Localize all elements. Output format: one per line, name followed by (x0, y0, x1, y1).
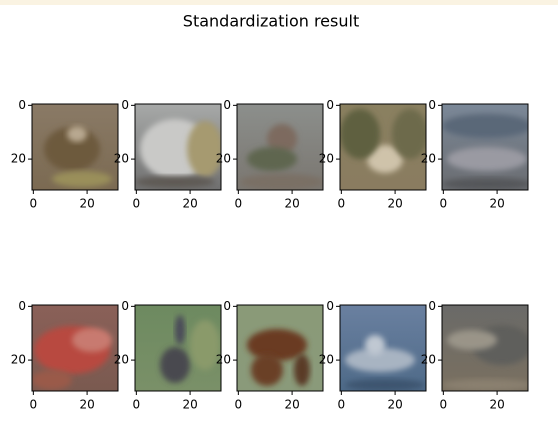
x-tick-label: 0 (440, 398, 448, 412)
image-panel (340, 104, 426, 190)
image-panel (442, 305, 528, 391)
image-blob (367, 145, 403, 173)
y-tick-label: 20 (216, 152, 231, 166)
image-blob (190, 320, 220, 370)
x-tick-label: 20 (489, 398, 504, 412)
image-blob (365, 335, 385, 355)
axes-frame (339, 103, 427, 191)
image-blob (247, 147, 297, 171)
image-blob (67, 126, 87, 142)
x-tick-label: 20 (182, 197, 197, 211)
image-blob (345, 348, 415, 372)
x-tick-label: 0 (235, 398, 243, 412)
image-blob (442, 114, 528, 138)
y-tick-label: 20 (421, 152, 436, 166)
image-blob (447, 330, 497, 350)
x-tick-label: 0 (30, 398, 38, 412)
y-tick-label: 0 (428, 98, 436, 112)
x-tick-label: 20 (387, 197, 402, 211)
image-blob (340, 109, 380, 159)
image-panel (237, 305, 323, 391)
y-tick-label: 20 (11, 353, 26, 367)
x-tick-label: 0 (440, 197, 448, 211)
y-tick-label: 0 (121, 98, 129, 112)
image-blob (345, 379, 425, 391)
y-tick-label: 0 (18, 299, 26, 313)
x-tick-label: 0 (133, 197, 141, 211)
image-panel (32, 305, 118, 391)
x-tick-label: 0 (30, 197, 38, 211)
y-tick-label: 20 (114, 353, 129, 367)
image-blob (442, 379, 528, 391)
image-blob (251, 354, 283, 386)
y-tick-label: 20 (216, 353, 231, 367)
x-tick-label: 20 (489, 197, 504, 211)
x-tick-label: 20 (284, 398, 299, 412)
y-tick-label: 0 (326, 299, 334, 313)
image-blob (247, 329, 307, 361)
y-tick-label: 0 (428, 299, 436, 313)
y-tick-label: 0 (223, 299, 231, 313)
image-panel (32, 104, 118, 190)
image-blob (52, 171, 112, 187)
image-blob (175, 315, 185, 345)
y-tick-label: 20 (319, 353, 334, 367)
x-tick-label: 20 (79, 197, 94, 211)
x-tick-label: 20 (284, 197, 299, 211)
image-panel (442, 104, 528, 190)
image-blob (72, 328, 112, 352)
image-blob (294, 354, 310, 386)
x-tick-label: 20 (182, 398, 197, 412)
axes-frame (134, 304, 222, 392)
x-tick-label: 20 (387, 398, 402, 412)
image-blob (135, 176, 215, 188)
axes-frame (236, 304, 324, 392)
x-tick-label: 0 (338, 398, 346, 412)
axes-frame (441, 103, 529, 191)
top-strip (0, 0, 558, 5)
figure-title: Standardization result (183, 12, 359, 31)
axes-frame (134, 103, 222, 191)
y-tick-label: 0 (121, 299, 129, 313)
image-blob (32, 370, 72, 390)
axes-frame (339, 304, 427, 392)
image-panel (135, 305, 221, 391)
y-tick-label: 0 (326, 98, 334, 112)
y-tick-label: 20 (319, 152, 334, 166)
x-tick-label: 0 (133, 398, 141, 412)
axes-frame (31, 304, 119, 392)
image-blob (44, 127, 100, 171)
axes-frame (236, 103, 324, 191)
image-panel (237, 104, 323, 190)
image-blob (240, 174, 323, 190)
y-tick-label: 0 (18, 98, 26, 112)
image-panel (340, 305, 426, 391)
image-blob (267, 124, 297, 154)
x-tick-label: 0 (338, 197, 346, 211)
x-tick-label: 20 (79, 398, 94, 412)
y-tick-label: 20 (421, 353, 436, 367)
x-tick-label: 0 (235, 197, 243, 211)
image-blob (160, 347, 190, 383)
image-blob (187, 121, 221, 177)
y-tick-label: 0 (223, 98, 231, 112)
axes-frame (441, 304, 529, 392)
axes-frame (31, 103, 119, 191)
image-blob (392, 109, 426, 159)
image-panel (135, 104, 221, 190)
y-tick-label: 20 (11, 152, 26, 166)
y-tick-label: 20 (114, 152, 129, 166)
image-blob (442, 178, 528, 190)
image-blob (447, 147, 527, 171)
